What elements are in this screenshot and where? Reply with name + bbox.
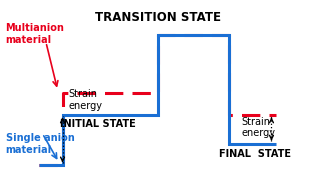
Text: Multianion
material: Multianion material — [6, 23, 64, 45]
Text: Strain
energy: Strain energy — [242, 117, 276, 138]
Text: TRANSITION STATE: TRANSITION STATE — [94, 12, 220, 25]
Text: Strain
energy: Strain energy — [68, 89, 102, 111]
Text: Single anion
material: Single anion material — [6, 133, 74, 155]
Text: INITIAL STATE: INITIAL STATE — [60, 119, 136, 129]
Text: FINAL  STATE: FINAL STATE — [219, 149, 291, 159]
